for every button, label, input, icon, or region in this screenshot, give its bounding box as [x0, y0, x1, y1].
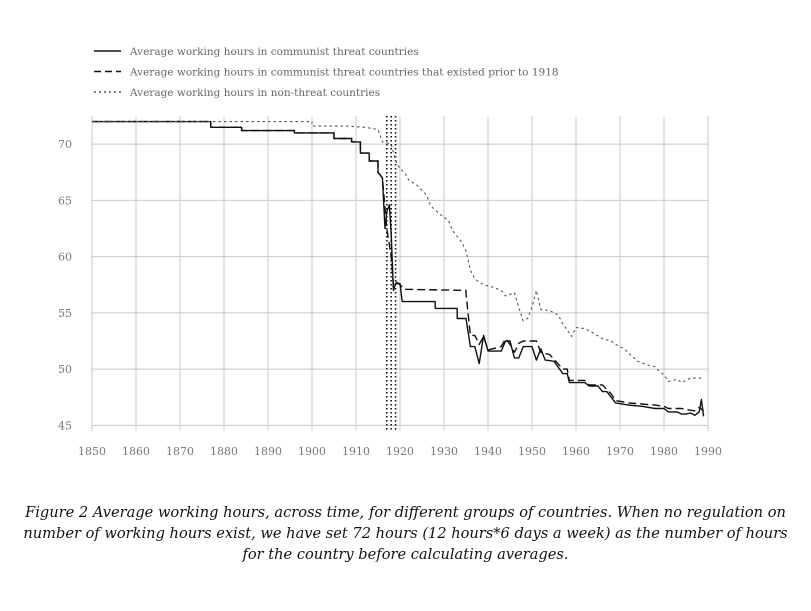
x-tick-label: 1960 — [562, 445, 590, 458]
x-axis-tick-labels: 1850 1860 1870 1880 1890 1900 1910 1920 1930 1940… — [78, 445, 722, 458]
legend-label: Average working hours in non-threat coun… — [129, 87, 380, 99]
series-line-dashed — [92, 120, 705, 412]
y-tick-label: 50 — [58, 363, 72, 376]
x-tick-label: 1860 — [122, 445, 150, 458]
working-hours-chart: Average working hours in communist threa… — [58, 46, 722, 458]
y-tick-label: 60 — [58, 251, 72, 264]
x-tick-label: 1870 — [166, 445, 194, 458]
x-tick-label: 1940 — [474, 445, 502, 458]
x-tick-label: 1980 — [650, 445, 678, 458]
y-tick-label: 65 — [58, 194, 72, 207]
x-tick-label: 1900 — [298, 445, 326, 458]
x-tick-label: 1920 — [386, 445, 414, 458]
x-tick-label: 1850 — [78, 445, 106, 458]
legend-label: Average working hours in communist threa… — [129, 67, 559, 79]
x-tick-label: 1880 — [210, 445, 238, 458]
legend: Average working hours in communist threa… — [94, 46, 559, 99]
series-line-dotted — [92, 121, 704, 384]
y-tick-label: 45 — [58, 419, 72, 432]
y-tick-label: 55 — [58, 307, 72, 320]
x-tick-label: 1910 — [342, 445, 370, 458]
x-tick-label: 1890 — [254, 445, 282, 458]
x-tick-label: 1970 — [606, 445, 634, 458]
x-tick-label: 1930 — [430, 445, 458, 458]
legend-label: Average working hours in communist threa… — [129, 46, 419, 58]
x-tick-label: 1950 — [518, 445, 546, 458]
series-lines — [92, 120, 705, 417]
figure-caption: Figure 2 Average working hours, across t… — [23, 504, 788, 563]
y-axis-tick-labels: 45 50 55 60 65 70 — [58, 138, 72, 432]
x-tick-label: 1990 — [694, 445, 722, 458]
y-tick-label: 70 — [58, 138, 72, 151]
reference-lines — [385, 116, 397, 431]
grid — [91, 116, 709, 431]
